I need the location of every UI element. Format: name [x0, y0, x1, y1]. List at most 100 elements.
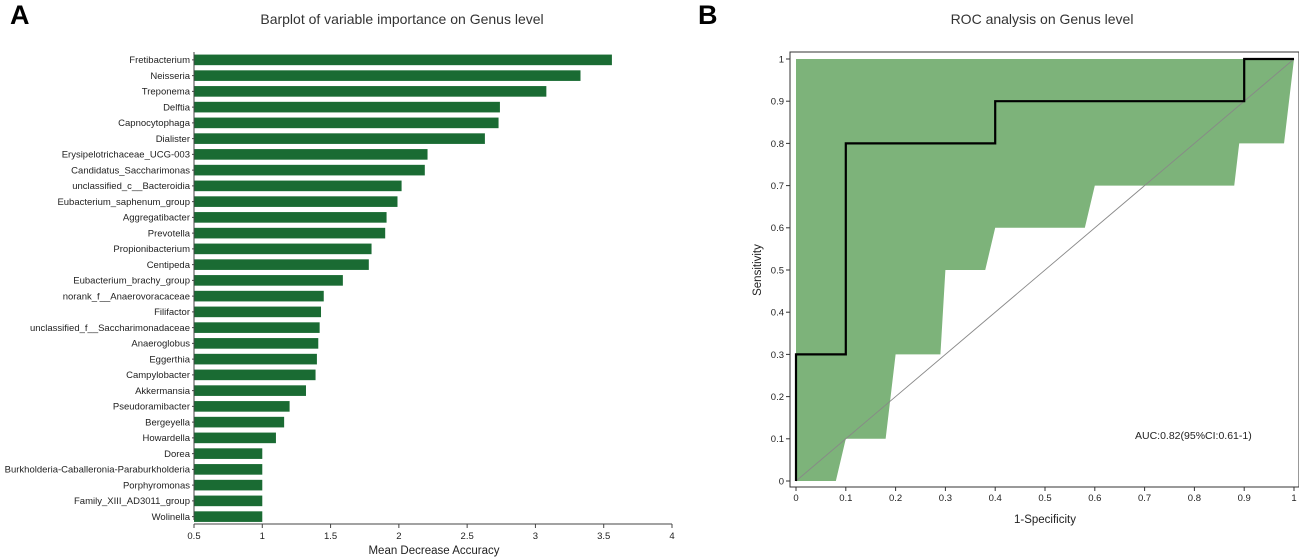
bar-label: Dorea [164, 449, 191, 460]
bar [194, 101, 500, 113]
x-tick-label: 2 [396, 531, 401, 542]
bar [194, 275, 343, 286]
y-tick-label: 0.6 [771, 223, 784, 234]
bar-label: Porphyromonas [123, 480, 190, 491]
roc-curve [794, 57, 1294, 481]
bar [194, 149, 428, 160]
bar [194, 70, 581, 81]
x-tick-label: 0.5 [1038, 493, 1051, 504]
panel-a-letter: A [10, 0, 30, 30]
bar-label: Campylobacter [126, 370, 190, 381]
bar-label: Prevotella [148, 228, 191, 239]
bar [194, 511, 263, 522]
bar-label: Eubacterium_saphenum_group [57, 197, 190, 208]
bar [194, 259, 369, 270]
bar [194, 196, 398, 207]
x-tick-label: 0 [793, 493, 798, 504]
bar [194, 353, 317, 365]
bar [194, 54, 612, 66]
bar-chart: Fretibacterium Neisseria Treponema Delftia C… [5, 52, 675, 542]
bar-label: Neisseria [150, 71, 190, 82]
bar-label: norank_f__Anaerovoracaceae [63, 291, 190, 302]
bar-label: Pseudoramibacter [113, 402, 190, 413]
bar-label: Capnocytophaga [118, 118, 191, 129]
bar [194, 243, 372, 255]
bar-label: Howardella [142, 433, 190, 444]
bar-label: Bergeyella [145, 417, 191, 428]
auc-annotation: AUC:0.82(95%CI:0.61-1) [1135, 430, 1252, 442]
x-tick-label: 0.9 [1238, 493, 1251, 504]
y-tick-label: 0.7 [771, 181, 784, 192]
bar-label: Propionibacterium [113, 244, 190, 255]
bar [194, 338, 319, 349]
bar [194, 306, 322, 318]
bar [194, 432, 276, 444]
panel-a-x-axis-title: Mean Decrease Accuracy [368, 545, 499, 557]
bar [194, 385, 306, 396]
bar-label: unclassified_c__Bacteroidia [72, 181, 190, 192]
bar [194, 369, 316, 381]
y-tick-label: 0.3 [771, 350, 784, 361]
bar-label: Dialister [156, 134, 190, 145]
x-tick-label: 0.6 [1088, 493, 1101, 504]
bar [194, 212, 387, 223]
roc-chart: 0 0.1 0.2 0.3 0.4 0.5 0.6 0.7 0.8 0.9 1 0 0.1 0.2 0.3 0… [771, 51, 1299, 504]
bar-label: Wolinella [152, 512, 191, 523]
x-tick-label: 1 [1291, 493, 1296, 504]
x-tick-label: 1.5 [324, 531, 337, 542]
bar-label: Candidatus_Saccharimonas [71, 165, 190, 176]
bar [194, 117, 499, 129]
panel-b-title: ROC analysis on Genus level [951, 11, 1134, 27]
panel-b-x-axis-title: 1-Specificity [1014, 514, 1076, 526]
x-tick-label: 0.5 [187, 531, 200, 542]
y-tick-label: 0.4 [771, 308, 784, 319]
panel-b-letter: B [698, 0, 718, 30]
x-tick-label: 0.7 [1138, 493, 1151, 504]
y-tick-label: 0.1 [771, 434, 784, 445]
bar [194, 133, 485, 144]
x-tick-label: 3 [533, 531, 538, 542]
bar [194, 401, 290, 412]
y-tick-label: 0.8 [771, 139, 784, 150]
y-tick-label: 0 [779, 476, 784, 487]
bar [194, 322, 320, 333]
bar [194, 495, 263, 507]
x-tick-label: 1 [260, 531, 265, 542]
y-tick-label: 0.2 [771, 392, 784, 403]
x-tick-label: 2.5 [461, 531, 474, 542]
bar [194, 227, 386, 239]
y-tick-label: 0.5 [771, 265, 784, 276]
bar-label: Delftia [163, 102, 191, 113]
bar-label: Anaeroglobus [131, 339, 190, 350]
panel-b-y-axis-title: Sensitivity [752, 244, 764, 296]
panel-a-title: Barplot of variable importance on Genus … [260, 11, 543, 27]
x-tick-label: 0.2 [889, 493, 902, 504]
bar [194, 180, 402, 192]
bar-label: Erysipelotrichaceae_UCG-003 [62, 150, 190, 161]
bar [194, 464, 263, 475]
x-tick-label: 0.3 [939, 493, 952, 504]
bar [194, 164, 425, 176]
reference-line [795, 58, 1295, 482]
bar-label: Akkermansia [135, 386, 191, 397]
bar-label: Family_XIII_AD3011_group [74, 496, 190, 507]
x-tick-label: 0.8 [1188, 493, 1201, 504]
bar-label: Treponema [142, 87, 191, 98]
bar-label: Aggregatibacter [123, 213, 190, 224]
x-tick-label: 4 [669, 531, 674, 542]
x-tick-label: 0.4 [989, 493, 1002, 504]
bar-label: Burkholderia-Caballeronia-Paraburkholder… [5, 465, 191, 476]
bar [194, 86, 547, 97]
bar [194, 479, 263, 491]
bar-label: Eggerthia [149, 354, 190, 365]
bar-label: Fretibacterium [129, 55, 190, 66]
x-tick-label: 3.5 [597, 531, 610, 542]
bar [194, 448, 263, 459]
bar-label: Centipeda [147, 260, 191, 271]
x-tick-label: 0.1 [839, 493, 852, 504]
bar [194, 290, 324, 302]
bar-label: Eubacterium_brachy_group [73, 276, 190, 287]
bar-label: Filifactor [154, 307, 190, 318]
bar [194, 416, 285, 428]
